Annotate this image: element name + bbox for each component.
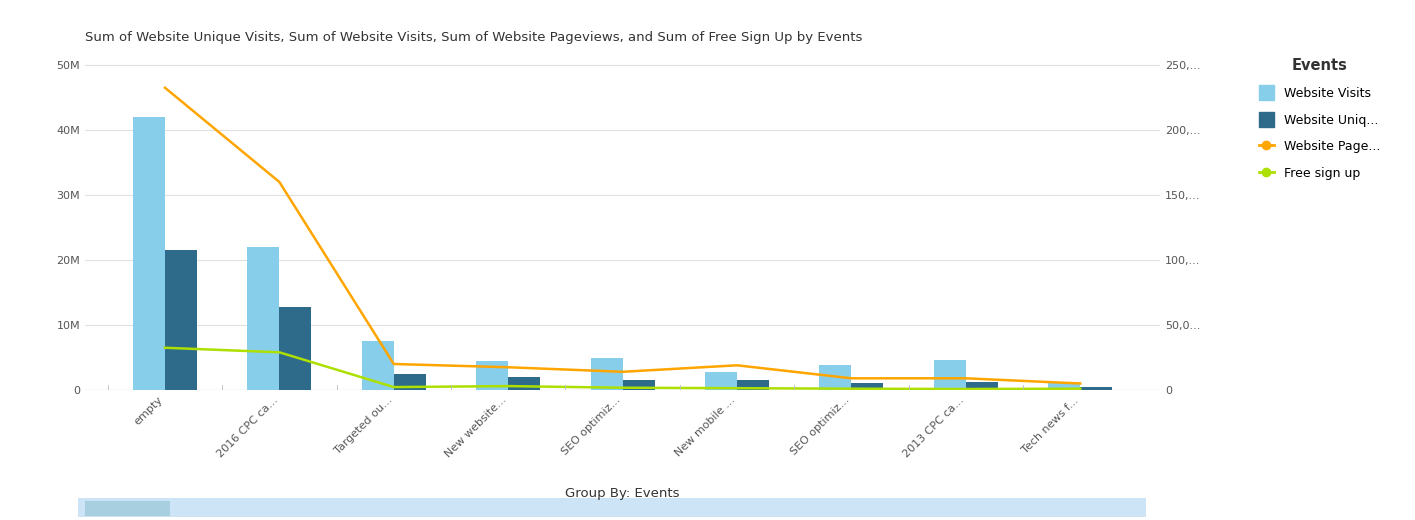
- Bar: [393, 374, 426, 390]
- Legend: Website Visits, Website Uniq..., Website Page..., Free sign up: Website Visits, Website Uniq..., Website…: [1252, 51, 1387, 187]
- Bar: [248, 247, 279, 390]
- Bar: [362, 341, 393, 390]
- Text: Sum of Website Unique Visits, Sum of Website Visits, Sum of Website Pageviews, a: Sum of Website Unique Visits, Sum of Web…: [85, 31, 862, 44]
- Bar: [1080, 387, 1112, 390]
- Bar: [852, 383, 883, 390]
- Bar: [623, 380, 655, 390]
- Bar: [279, 307, 311, 390]
- Text: Group By: Events: Group By: Events: [566, 487, 679, 500]
- Bar: [705, 372, 737, 390]
- Bar: [133, 117, 166, 390]
- Bar: [166, 250, 197, 390]
- Bar: [934, 360, 966, 390]
- Bar: [508, 377, 541, 390]
- Bar: [1049, 382, 1080, 390]
- Bar: [477, 361, 508, 390]
- Bar: [737, 380, 768, 390]
- Bar: [966, 382, 998, 390]
- Bar: [590, 358, 623, 390]
- Bar: [819, 365, 852, 390]
